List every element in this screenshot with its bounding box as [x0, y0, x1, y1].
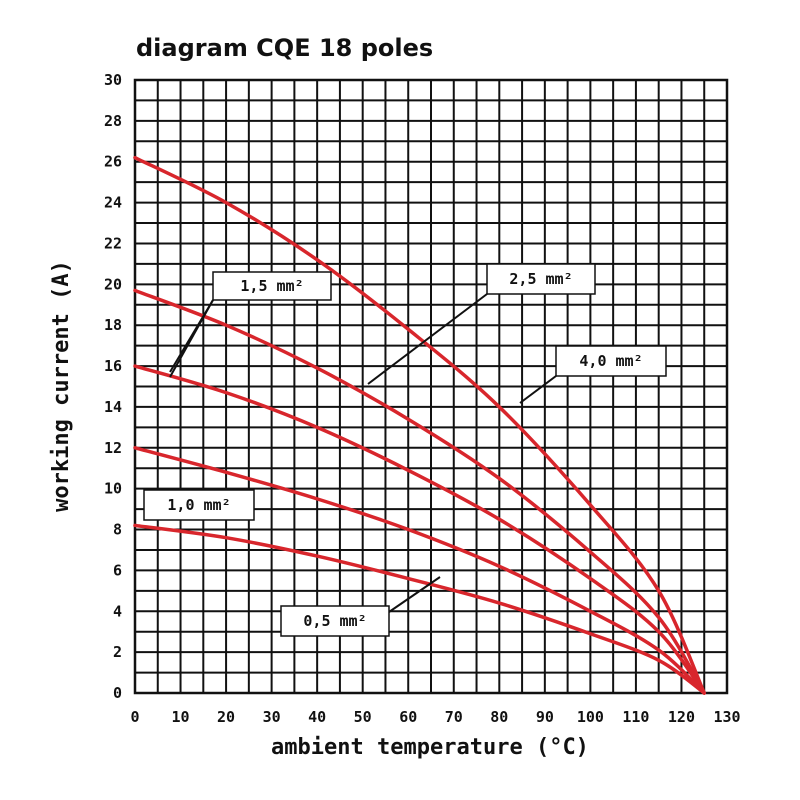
label-box [280, 605, 390, 637]
plot-frame [133, 78, 729, 695]
curves [133, 155, 706, 695]
series-line-1 [133, 446, 706, 695]
x-tick-label: 130 [713, 708, 740, 726]
y-axis-label: working current (A) [49, 260, 74, 512]
x-tick-label: 30 [263, 708, 281, 726]
y-tick-label: 2 [113, 643, 122, 661]
x-tick-label: 20 [217, 708, 235, 726]
grid [133, 78, 729, 695]
x-tick-label: 80 [490, 708, 508, 726]
x-tick-labels: 0 10 20 30 40 50 60 70 80 90 100 110 120 130 [130, 708, 740, 726]
series-line-2 [133, 364, 706, 695]
x-tick-label: 70 [445, 708, 463, 726]
y-tick-label: 0 [113, 684, 122, 702]
series-label: 2,5 mm² [509, 270, 572, 288]
x-tick-label: 50 [354, 708, 372, 726]
series-line-0 [133, 523, 706, 695]
y-tick-label: 6 [113, 561, 122, 579]
x-axis-label: ambient temperature (°C) [271, 735, 589, 760]
x-tick-label: 100 [577, 708, 604, 726]
label-box [555, 345, 667, 377]
chart-title: diagram CQE 18 poles [136, 34, 433, 62]
y-tick-label: 18 [104, 316, 122, 334]
y-tick-label: 22 [104, 234, 122, 252]
y-tick-label: 28 [104, 112, 122, 130]
y-tick-label: 24 [104, 194, 122, 212]
x-tick-label: 60 [399, 708, 417, 726]
label-box [212, 271, 332, 301]
x-tick-label: 110 [622, 708, 649, 726]
y-tick-label: 30 [104, 71, 122, 89]
series-label: 4,0 mm² [579, 352, 642, 370]
leader-line [519, 375, 557, 404]
series-labels: 1,5 mm² 2,5 mm² 4,0 mm² 1,0 mm² 0,5 mm² [143, 263, 667, 637]
x-tick-label: 10 [172, 708, 190, 726]
label-box [486, 263, 596, 295]
y-tick-label: 8 [113, 521, 122, 539]
leader-line [367, 293, 488, 385]
leader-line [169, 299, 214, 378]
y-tick-label: 4 [113, 602, 122, 620]
series-line-4 [133, 155, 706, 695]
x-tick-label: 120 [668, 708, 695, 726]
label-box [143, 489, 255, 521]
x-tick-label: 0 [130, 708, 139, 726]
y-tick-label: 16 [104, 357, 122, 375]
series-label: 1,5 mm² [240, 277, 303, 295]
series-label: 0,5 mm² [303, 612, 366, 630]
y-tick-label: 26 [104, 153, 122, 171]
y-tick-label: 12 [104, 439, 122, 457]
y-tick-label: 10 [104, 480, 122, 498]
x-tick-label: 90 [536, 708, 554, 726]
leader-line [388, 576, 441, 613]
y-tick-label: 20 [104, 275, 122, 293]
x-tick-label: 40 [308, 708, 326, 726]
y-tick-label: 14 [104, 398, 122, 416]
series-label: 1,0 mm² [167, 496, 230, 514]
series-line-3 [133, 288, 706, 695]
